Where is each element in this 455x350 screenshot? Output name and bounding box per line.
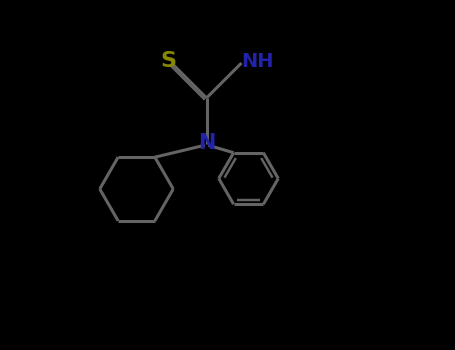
Text: N: N <box>198 133 216 153</box>
Text: S: S <box>161 51 177 71</box>
Text: NH: NH <box>241 52 273 71</box>
